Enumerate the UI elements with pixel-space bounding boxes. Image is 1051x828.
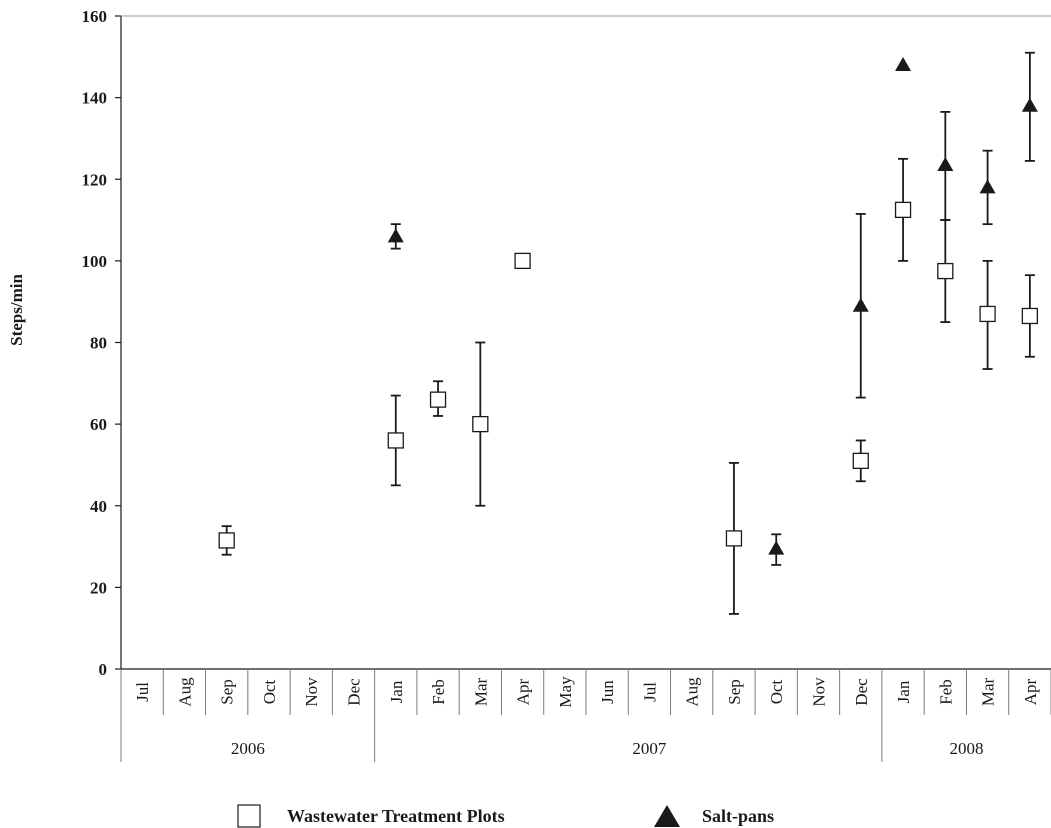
x-tick-label: Aug	[683, 677, 702, 707]
x-tick-label: Feb	[429, 679, 448, 705]
wastewater-point	[514, 252, 531, 270]
wastewater-point	[1021, 307, 1039, 325]
y-axis-ticks: 0 20 40 60 80 100 120 140 160	[82, 7, 121, 679]
x-tick-label: Mar	[979, 678, 998, 707]
legend-triangle-icon	[654, 805, 680, 827]
x-tick-label: Nov	[810, 677, 829, 707]
y-tick-label: 0	[99, 660, 108, 679]
y-tick-label: 100	[82, 252, 108, 271]
year-label: 2006	[231, 739, 265, 758]
legend-label-salt-pans: Salt-pans	[702, 806, 774, 826]
legend-label-wastewater: Wastewater Treatment Plots	[287, 806, 505, 826]
y-tick-label: 40	[90, 497, 107, 516]
wastewater-point	[979, 305, 996, 323]
salt-pans-point	[387, 228, 404, 243]
salt-pans-point	[937, 156, 954, 171]
x-tick-label: Sep	[218, 679, 237, 705]
x-axis-ticks: Jul Aug Sep Oct Nov Dec Jan Feb Mar Apr May Jun Jul A…	[120, 669, 1051, 762]
wastewater-point	[429, 391, 447, 408]
salt-pans-point	[895, 56, 912, 71]
wastewater-point	[387, 432, 404, 449]
x-tick-label: Sep	[725, 679, 744, 705]
y-tick-label: 20	[90, 578, 107, 597]
y-axis-label: Steps/min	[7, 274, 26, 346]
x-tick-label: Jul	[640, 682, 659, 702]
axes	[120, 15, 1051, 670]
salt-pans-point	[1021, 97, 1038, 112]
x-tick-label: Jul	[133, 682, 152, 702]
x-tick-label: Jan	[894, 680, 913, 703]
x-tick-label: Oct	[767, 679, 786, 704]
x-tick-label: Apr	[514, 678, 533, 705]
x-tick-label: Dec	[852, 678, 871, 706]
x-tick-label: Feb	[936, 679, 955, 705]
year-label: 2007	[632, 739, 667, 758]
wastewater-point	[472, 415, 489, 433]
y-tick-label: 120	[82, 170, 108, 189]
y-tick-label: 80	[90, 334, 107, 353]
x-tick-label: Aug	[175, 677, 194, 707]
x-tick-label: Dec	[345, 678, 364, 706]
x-tick-label: Jan	[387, 680, 406, 703]
wastewater-point	[218, 532, 235, 549]
x-tick-label: Oct	[260, 679, 279, 704]
salt-pans-point	[979, 179, 996, 194]
x-tick-label: Mar	[471, 678, 490, 707]
legend: Wastewater Treatment Plots Salt-pans	[237, 804, 774, 828]
x-tick-label: May	[556, 676, 575, 708]
year-label: 2008	[949, 739, 983, 758]
wastewater-point	[894, 201, 912, 219]
salt-pans-point	[768, 540, 785, 555]
y-tick-label: 160	[82, 7, 108, 26]
salt-pans-point	[852, 297, 869, 312]
wastewater-point	[852, 452, 869, 470]
plot-marks	[218, 51, 1039, 615]
x-tick-label: Apr	[1021, 678, 1040, 705]
y-tick-label: 140	[82, 89, 108, 108]
wastewater-point	[937, 262, 954, 280]
wastewater-point	[725, 530, 743, 547]
x-tick-label: Jun	[598, 680, 617, 704]
y-tick-label: 60	[90, 415, 107, 434]
legend-square-icon	[237, 804, 261, 828]
x-tick-label: Nov	[302, 677, 321, 707]
